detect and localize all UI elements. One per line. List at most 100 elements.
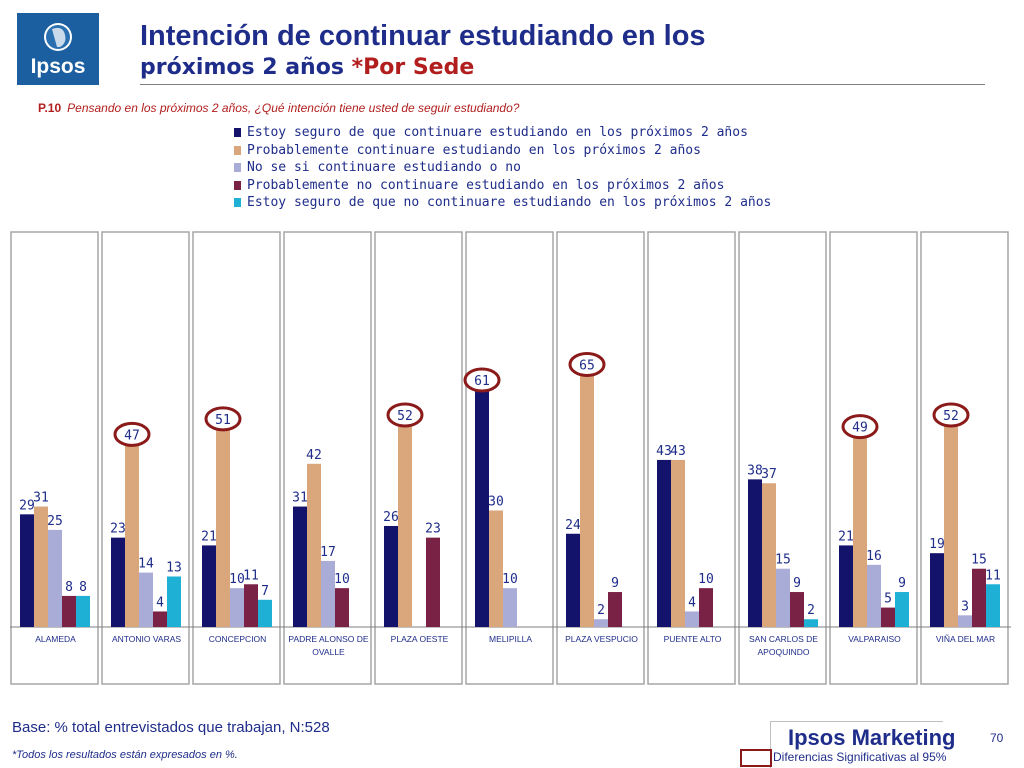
data-label: 24 — [565, 518, 581, 533]
bar — [167, 576, 181, 627]
significance-label: Diferencias Significativas al 95% — [773, 750, 947, 764]
bar — [671, 459, 685, 627]
category-label: VIÑA DEL MAR — [936, 634, 995, 644]
bar — [244, 584, 258, 627]
data-label: 38 — [747, 463, 763, 478]
bar — [608, 592, 622, 627]
logo-text: Ipsos — [30, 55, 86, 78]
data-label: 16 — [866, 549, 882, 564]
data-label: 23 — [425, 522, 441, 537]
bar — [76, 595, 90, 627]
bar — [398, 424, 412, 627]
data-label: 8 — [65, 580, 73, 595]
data-label: 30 — [488, 494, 504, 509]
data-label: 61 — [474, 374, 490, 389]
bar — [335, 588, 349, 627]
bar — [972, 568, 986, 627]
base-note: Base: % total entrevistados que trabajan… — [12, 719, 330, 736]
bar — [566, 533, 580, 627]
bar — [580, 374, 594, 627]
category-label: VALPARAISO — [848, 634, 901, 644]
bar — [804, 619, 818, 627]
bar — [895, 592, 909, 627]
page-number: 70 — [990, 731, 1004, 745]
legend-item: Estoy seguro de que no continuare estudi… — [234, 194, 771, 212]
bar — [685, 611, 699, 627]
data-label: 9 — [611, 576, 619, 591]
legend-item: No se si continuare estudiando o no — [234, 159, 771, 177]
bar — [881, 607, 895, 627]
bar — [153, 611, 167, 627]
significance-circle — [113, 421, 151, 447]
data-label: 29 — [19, 498, 35, 513]
data-label: 4 — [156, 595, 164, 610]
category-label: ALAMEDA — [35, 634, 76, 644]
category-label: PADRE ALONSO DE — [288, 634, 368, 644]
data-label: 10 — [334, 572, 350, 587]
bar — [839, 545, 853, 627]
category-label: OVALLE — [312, 647, 345, 657]
data-label: 10 — [502, 572, 518, 587]
legend-swatch — [234, 163, 241, 173]
legend-item: Probablemente continuare estudiando en l… — [234, 142, 771, 160]
bar — [699, 588, 713, 627]
bar — [489, 510, 503, 627]
significance-circle — [463, 367, 501, 393]
bar — [34, 506, 48, 627]
bar — [202, 545, 216, 627]
bar — [48, 529, 62, 627]
legend-label: Estoy seguro de que continuare estudiand… — [247, 125, 748, 141]
legend-label: Probablemente no continuare estudiando e… — [247, 177, 725, 193]
category-label: PUENTE ALTO — [664, 634, 722, 644]
significance-circle — [204, 406, 242, 432]
data-label: 26 — [383, 510, 399, 525]
footnote: *Todos los resultados están expresados e… — [12, 749, 238, 761]
data-label: 2 — [597, 603, 605, 618]
data-label: 14 — [138, 557, 154, 572]
data-label: 10 — [698, 572, 714, 587]
bar — [293, 506, 307, 627]
data-label: 47 — [124, 428, 140, 443]
legend-swatch — [234, 128, 241, 138]
bar — [426, 537, 440, 627]
bar — [216, 428, 230, 627]
category-label: MELIPILLA — [489, 634, 532, 644]
legend-swatch — [234, 145, 241, 155]
data-label: 31 — [292, 491, 308, 506]
legend-swatch — [234, 198, 241, 208]
bar — [125, 444, 139, 627]
subtitle-accent: *Por Sede — [351, 55, 475, 80]
significance-circle — [386, 402, 424, 428]
brand-name: Ipsos Marketing — [788, 725, 956, 750]
bar — [748, 479, 762, 627]
data-label: 42 — [306, 448, 322, 463]
bar — [657, 459, 671, 627]
bar — [944, 424, 958, 627]
data-label: 7 — [261, 584, 269, 599]
significance-circle — [932, 402, 970, 428]
data-label: 5 — [884, 592, 892, 607]
data-label: 21 — [201, 529, 217, 544]
data-label: 3 — [961, 599, 969, 614]
data-label: 10 — [229, 572, 245, 587]
bar — [776, 568, 790, 627]
category-label: CONCEPCION — [209, 634, 267, 644]
data-label: 15 — [775, 553, 791, 568]
data-label: 51 — [215, 413, 231, 428]
page-subtitle: próximos 2 años *Por Sede — [140, 55, 474, 80]
category-label: APOQUINDO — [758, 647, 810, 657]
data-label: 52 — [943, 409, 959, 424]
bar — [230, 588, 244, 627]
brand-box — [770, 721, 943, 768]
bar — [62, 595, 76, 627]
bar — [321, 560, 335, 627]
data-label: 43 — [670, 444, 686, 459]
bar — [384, 525, 398, 627]
legend-label: No se si continuare estudiando o no — [247, 160, 521, 176]
data-label: 13 — [166, 560, 182, 575]
bar — [762, 483, 776, 627]
bar — [307, 463, 321, 627]
title-divider — [140, 84, 985, 85]
page-title: Intención de continuar estudiando en los — [140, 20, 706, 52]
